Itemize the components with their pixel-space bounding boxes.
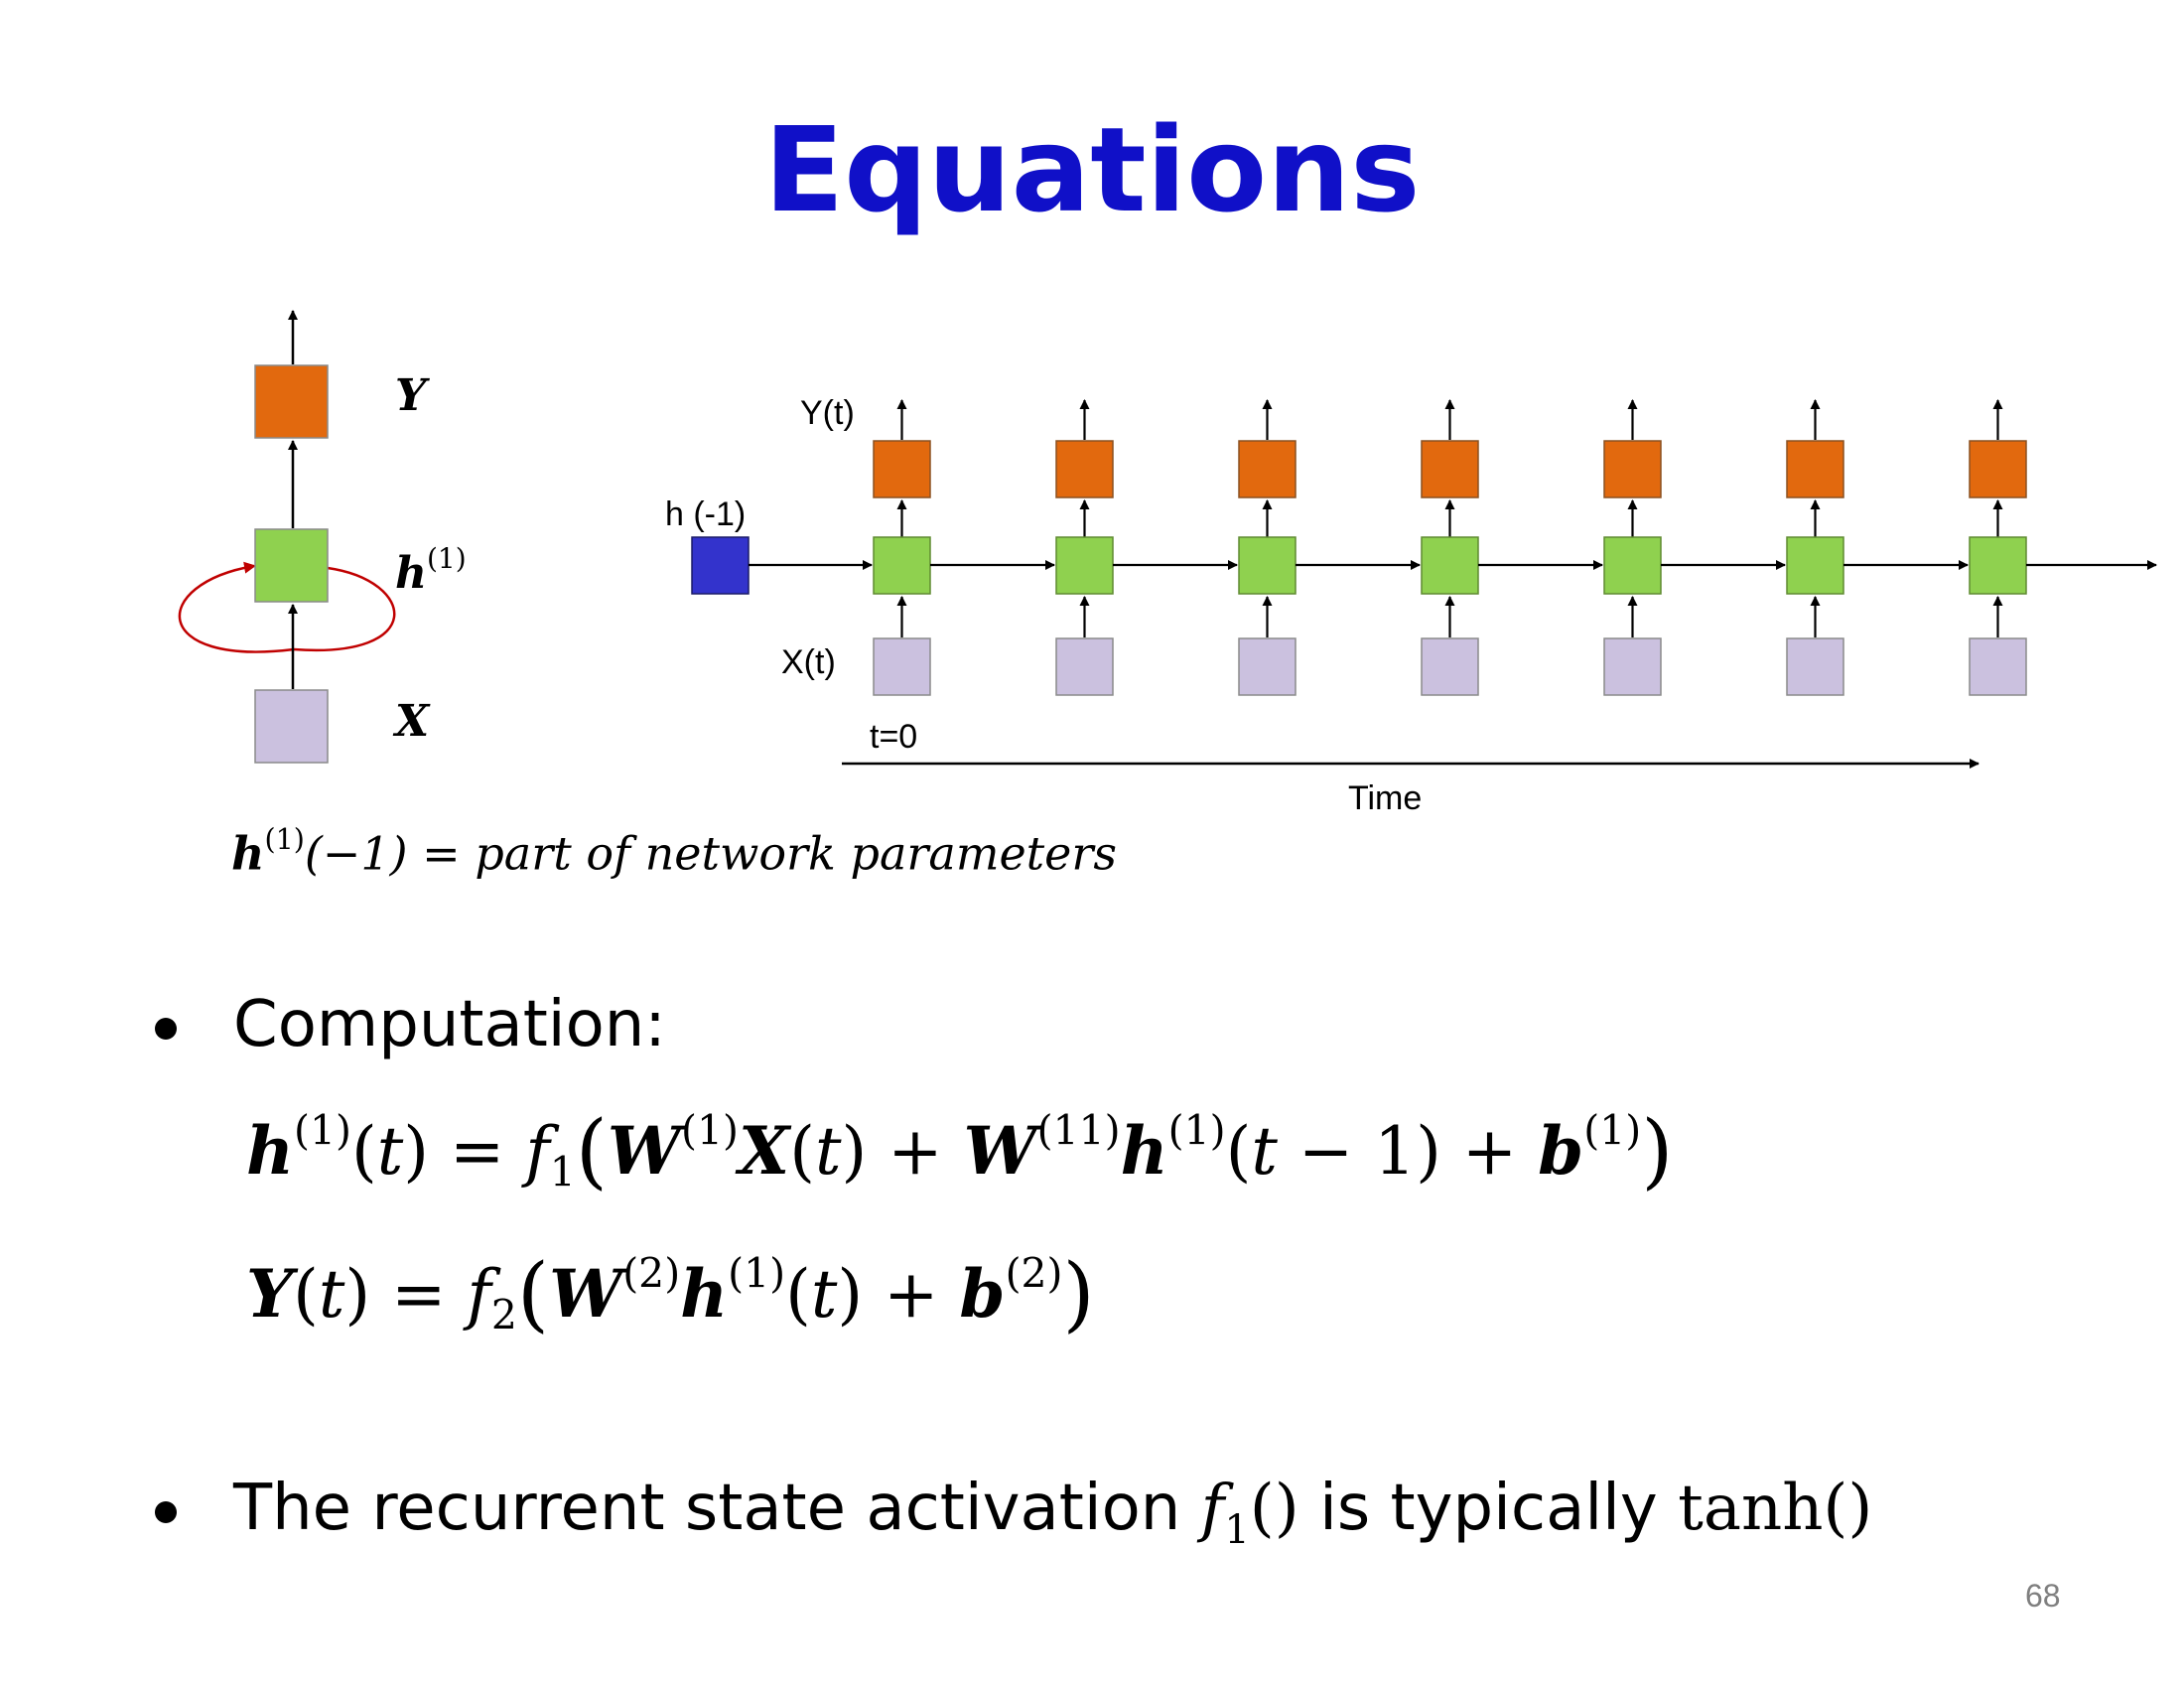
bullet-dot-2 xyxy=(155,1501,177,1523)
input-box-0 xyxy=(873,637,931,696)
label-yt: Y(t) xyxy=(800,394,855,432)
hidden-box-4 xyxy=(1603,536,1662,595)
recurrence-loop xyxy=(178,561,295,653)
output-box-2 xyxy=(1238,440,1297,498)
output-box-4 xyxy=(1603,440,1662,498)
hidden-box-3 xyxy=(1421,536,1479,595)
folded-rnn: Y h(1) X xyxy=(178,310,467,764)
input-box-5 xyxy=(1786,637,1844,696)
left-label-h: h(1) xyxy=(395,542,467,599)
label-xt: X(t) xyxy=(781,643,836,681)
hidden-box-0 xyxy=(873,536,931,595)
recurrence-loop-right xyxy=(293,566,396,652)
output-box-0 xyxy=(873,440,931,498)
bullet-activation: The recurrent state activation f1() is t… xyxy=(233,1472,1873,1553)
initial-state-box xyxy=(691,536,750,595)
output-box-1 xyxy=(1055,440,1114,498)
left-label-x: X xyxy=(392,696,431,747)
equation-output: Y(t) = f2(W(2)h(1)(t) + b(2)) xyxy=(246,1246,1095,1341)
input-box-2 xyxy=(1238,637,1297,696)
hidden-box-1 xyxy=(1055,536,1114,595)
output-box-5 xyxy=(1786,440,1844,498)
bullet-dot-1 xyxy=(155,1018,177,1040)
page-number: 68 xyxy=(2025,1578,2061,1614)
equation-hidden-state: h(1)(t) = f1(W(1)X(t) + W(11)h(1)(t − 1)… xyxy=(246,1103,1674,1198)
label-t0: t=0 xyxy=(870,718,917,756)
hidden-box-6 xyxy=(1969,536,2027,595)
label-h-initial: h (-1) xyxy=(665,495,746,533)
bullet-computation: Computation: xyxy=(233,988,666,1061)
input-box-1 xyxy=(1055,637,1114,696)
unrolled-rnn: Y(t) h (-1) X(t) t=0 Time xyxy=(665,394,2157,817)
left-hidden-box xyxy=(254,528,329,603)
left-input-box xyxy=(254,689,329,764)
hidden-box-2 xyxy=(1238,536,1297,595)
output-box-3 xyxy=(1421,440,1479,498)
left-label-y: Y xyxy=(395,370,430,421)
label-time: Time xyxy=(1348,779,1422,817)
output-box-6 xyxy=(1969,440,2027,498)
left-output-box xyxy=(254,364,329,439)
time-steps xyxy=(749,399,2157,696)
input-box-3 xyxy=(1421,637,1479,696)
input-box-6 xyxy=(1969,637,2027,696)
input-box-4 xyxy=(1603,637,1662,696)
slide-title: Equations xyxy=(763,101,1421,238)
initial-state-note: h(1)(−1) = part of network parameters xyxy=(231,823,1117,881)
hidden-box-5 xyxy=(1786,536,1844,595)
